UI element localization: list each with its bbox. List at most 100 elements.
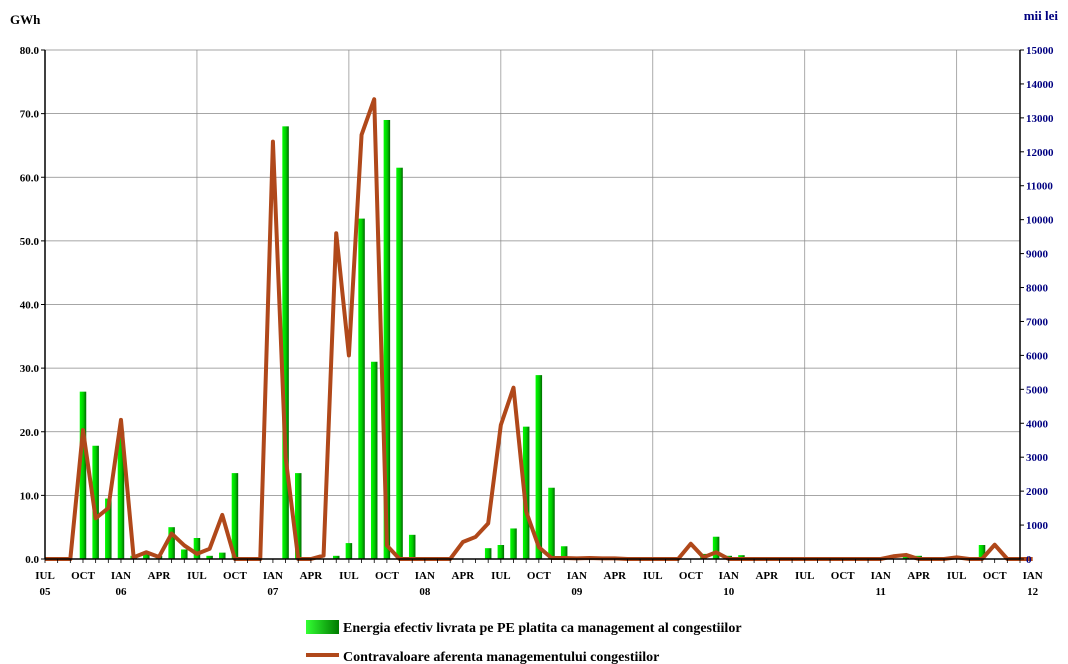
x-tick-month: OCT: [527, 570, 552, 582]
x-tick-month: APR: [604, 570, 628, 582]
x-tick-month: IAN: [719, 570, 739, 582]
x-tick-year: 11: [876, 586, 886, 598]
x-tick-month: OCT: [71, 570, 96, 582]
left-tick-label: 80.0: [20, 45, 40, 57]
right-axis-unit: mii lei: [1024, 8, 1059, 23]
legend-bar-label: Energia efectiv livrata pe PE platita ca…: [343, 621, 742, 636]
right-tick-label: 9000: [1026, 249, 1049, 261]
x-tick-month: IAN: [415, 570, 435, 582]
bar: [902, 556, 910, 559]
x-tick-month: IAN: [567, 570, 587, 582]
x-tick-month: OCT: [223, 570, 248, 582]
bar: [206, 555, 213, 559]
bar: [181, 549, 188, 559]
x-tick-month: IAN: [263, 570, 283, 582]
bar: [105, 498, 112, 559]
right-tick-label: 13000: [1026, 113, 1054, 125]
bar: [712, 536, 720, 559]
left-tick-label: 60.0: [20, 172, 40, 184]
x-tick-month: IUL: [187, 570, 207, 582]
bar: [345, 543, 353, 559]
gridlines: [45, 49, 1020, 559]
bar: [193, 538, 201, 559]
bar: [231, 473, 239, 559]
legend-line-swatch: [306, 653, 339, 657]
bar: [295, 473, 302, 559]
bar: [168, 527, 175, 559]
bar: [484, 548, 492, 559]
x-tick-month: OCT: [375, 570, 400, 582]
right-tick-label: 11000: [1026, 181, 1053, 193]
legend: Energia efectiv livrata pe PE platita ca…: [306, 620, 742, 664]
x-tick-year: 08: [419, 586, 431, 598]
right-tick-label: 3000: [1026, 452, 1049, 464]
right-tick-label: 6000: [1026, 350, 1049, 362]
tick-labels: 0.0 10.0 20.0 30.0 40.0 50.0 60.0 70.0 80.0 0 1000…: [20, 45, 1054, 598]
bar: [219, 552, 226, 559]
x-tick-month: IUL: [491, 570, 511, 582]
x-tick-month: IUL: [643, 570, 663, 582]
x-tick-month: OCT: [679, 570, 704, 582]
right-tick-label: 8000: [1026, 283, 1049, 295]
bar: [358, 218, 365, 560]
right-tick-label: 10000: [1026, 215, 1054, 227]
left-tick-label: 30.0: [20, 363, 40, 375]
right-tick-label: 12000: [1026, 147, 1054, 159]
left-tick-label: 40.0: [20, 300, 40, 312]
bar: [143, 552, 150, 559]
bar: [535, 375, 543, 559]
x-tick-month: IAN: [871, 570, 891, 582]
bar: [560, 546, 568, 559]
left-tick-label: 10.0: [20, 490, 40, 502]
bar: [408, 534, 416, 559]
x-tick-year: 12: [1027, 586, 1039, 598]
x-tick-year: 10: [723, 586, 735, 598]
right-tick-label: 7000: [1026, 316, 1049, 328]
left-tick-label: 20.0: [20, 427, 40, 439]
bar: [383, 119, 391, 560]
legend-bar-swatch: [306, 620, 339, 634]
bar: [332, 555, 340, 559]
x-tick-month: APR: [300, 570, 324, 582]
right-tick-label: 5000: [1026, 384, 1049, 396]
x-tick-month: APR: [148, 570, 172, 582]
x-tick-year: 05: [40, 586, 52, 598]
bar: [117, 431, 125, 559]
bar: [978, 545, 986, 559]
right-tick-label: 0: [1026, 554, 1032, 566]
x-tick-year: 09: [571, 586, 583, 598]
bar: [510, 528, 517, 559]
x-tick-month: OCT: [983, 570, 1008, 582]
bar: [370, 361, 378, 559]
x-tick-month: IAN: [1023, 570, 1043, 582]
x-tick-month: IUL: [339, 570, 359, 582]
x-tick-month: APR: [755, 570, 779, 582]
x-tick-year: 06: [115, 586, 127, 598]
bar-series: [79, 119, 986, 560]
bar: [497, 545, 505, 559]
legend-line-label: Contravaloare aferenta managementului co…: [343, 650, 659, 664]
left-tick-label: 0.0: [25, 554, 39, 566]
x-tick-month: OCT: [831, 570, 856, 582]
right-tick-label: 15000: [1026, 45, 1054, 57]
left-tick-label: 50.0: [20, 236, 40, 248]
right-tick-label: 14000: [1026, 79, 1054, 91]
left-tick-label: 70.0: [20, 109, 40, 121]
x-tick-month: IUL: [947, 570, 967, 582]
x-tick-month: APR: [907, 570, 931, 582]
right-tick-label: 2000: [1026, 486, 1049, 498]
right-tick-label: 1000: [1026, 520, 1049, 532]
bar: [548, 487, 555, 559]
right-tick-label: 4000: [1026, 418, 1049, 430]
x-tick-month: IUL: [795, 570, 815, 582]
x-tick-month: IUL: [35, 570, 55, 582]
x-tick-month: APR: [452, 570, 476, 582]
x-tick-year: 07: [267, 586, 279, 598]
x-tick-month: IAN: [111, 570, 131, 582]
bar: [282, 126, 289, 559]
bar: [396, 167, 403, 559]
left-axis-unit: GWh: [10, 12, 41, 27]
bar: [92, 445, 99, 559]
bar: [79, 391, 87, 559]
